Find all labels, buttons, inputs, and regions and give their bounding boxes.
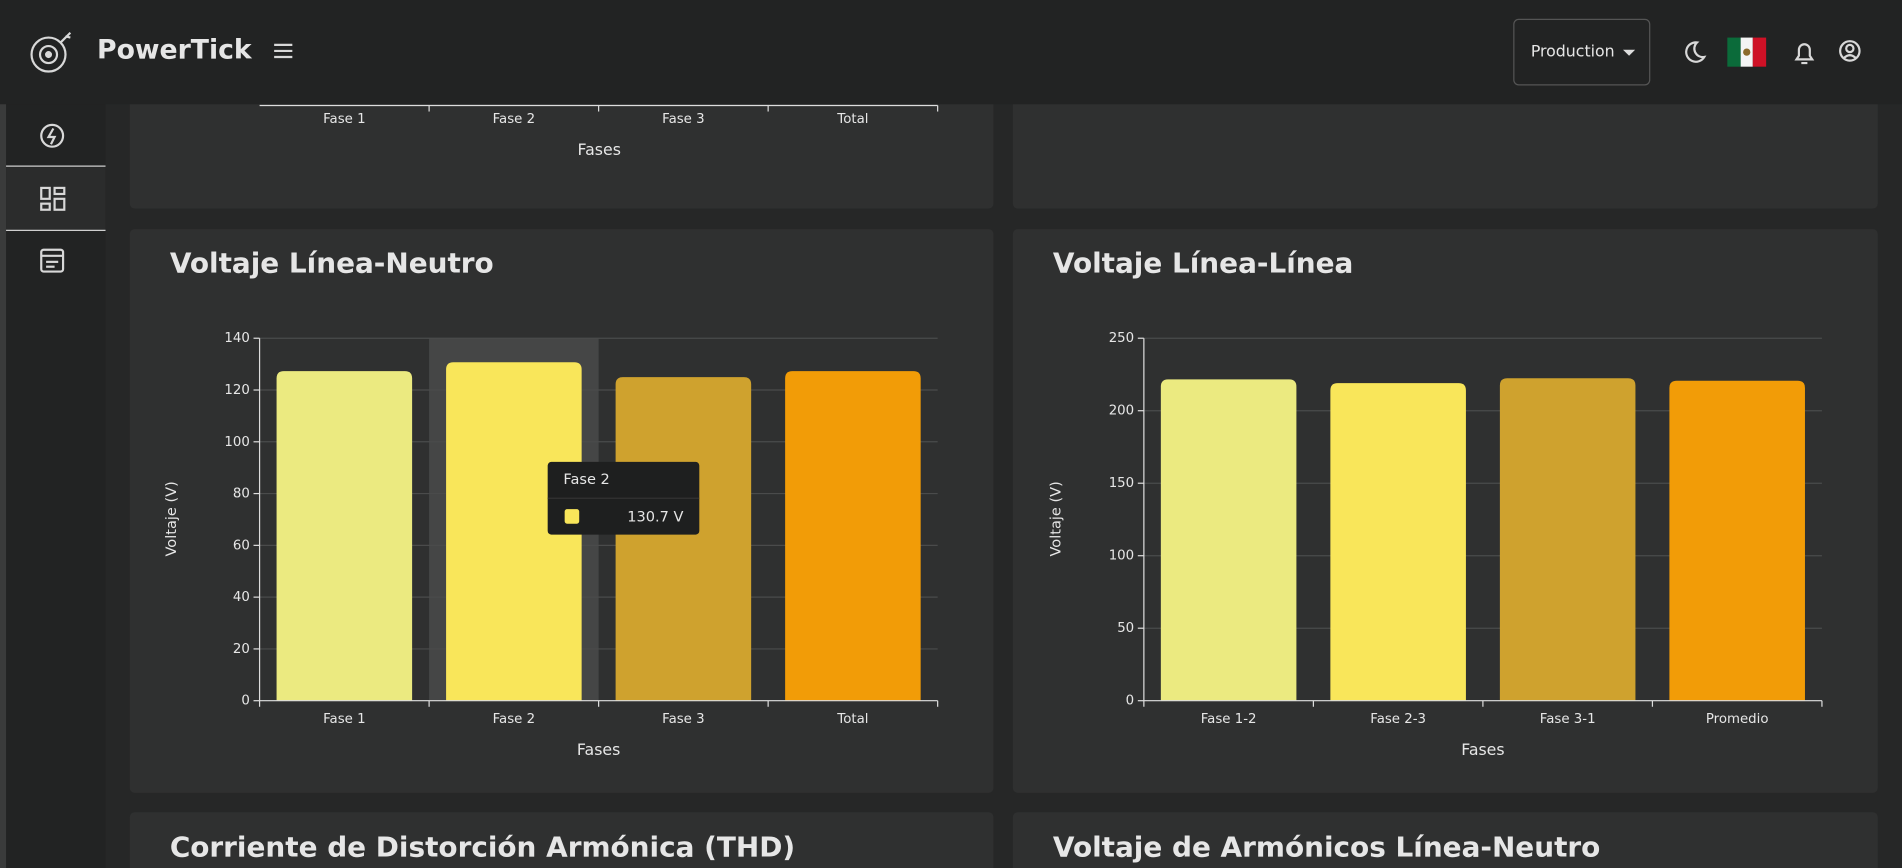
y-axis-label: Voltaje (V) bbox=[163, 481, 180, 556]
y-tick-label: 0 bbox=[1126, 694, 1134, 709]
y-tick-label: 150 bbox=[1109, 476, 1134, 491]
x-axis-label: Fases bbox=[1461, 740, 1504, 759]
charts: Voltaje Línea-Neutro Voltaje (V) Fases 0 20 4… bbox=[163, 246, 1823, 759]
environment-label: Production bbox=[1531, 42, 1615, 61]
y-tick-label: 250 bbox=[1109, 331, 1134, 346]
panel bbox=[1012, 812, 1878, 868]
logo bbox=[30, 31, 72, 73]
nav-calendar[interactable] bbox=[40, 248, 65, 273]
y-tick-label: 200 bbox=[1109, 404, 1134, 419]
x-tick-label: Fase 1 bbox=[323, 112, 365, 127]
environment-select[interactable] bbox=[1513, 18, 1651, 86]
tooltip-title: Fase 2 bbox=[563, 471, 609, 488]
x-tick-label: Total bbox=[836, 112, 868, 127]
chart-title: Voltaje Línea-Línea bbox=[1053, 246, 1353, 279]
y-tick-label: 40 bbox=[233, 590, 250, 605]
x-tick-label: Promedio bbox=[1706, 712, 1769, 727]
tooltip: Fase 2 130.7 V bbox=[547, 461, 700, 535]
x-tick-label: Fase 3 bbox=[662, 112, 704, 127]
menu-button[interactable] bbox=[274, 43, 293, 59]
tooltip-swatch bbox=[564, 509, 580, 524]
y-tick-label: 20 bbox=[233, 642, 250, 657]
nav-power[interactable] bbox=[40, 123, 65, 148]
panel bbox=[129, 812, 994, 868]
x-tick-label: Fase 3 bbox=[662, 712, 704, 727]
bar bbox=[1499, 378, 1636, 701]
y-axis-label: Voltaje (V) bbox=[1048, 481, 1065, 556]
panel-title: Voltaje de Armónicos Línea-Neutro bbox=[1053, 831, 1600, 864]
y-tick-label: 140 bbox=[224, 331, 249, 346]
x-tick-label: Fase 1-2 bbox=[1201, 712, 1257, 727]
bar bbox=[446, 362, 582, 701]
x-tick-label: Fase 1 bbox=[323, 712, 365, 727]
header bbox=[0, 0, 1902, 105]
language-flag[interactable] bbox=[1727, 37, 1767, 67]
y-tick-label: 100 bbox=[1109, 549, 1134, 564]
bar bbox=[1160, 379, 1297, 701]
user-menu[interactable] bbox=[1839, 40, 1861, 62]
nav-dashboard[interactable] bbox=[40, 186, 66, 211]
bar bbox=[1669, 380, 1805, 701]
bar bbox=[1330, 383, 1466, 701]
x-tick-label: Fase 2 bbox=[493, 112, 535, 127]
partial-chart: Fases Fase 1 Fase 2 Fase 3 Total bbox=[259, 104, 939, 159]
brand: PowerTick bbox=[97, 34, 253, 65]
y-tick-label: 50 bbox=[1117, 621, 1134, 636]
frame bbox=[0, 0, 7, 868]
tooltip-value: 130.7 V bbox=[627, 509, 683, 526]
panel bbox=[1012, 72, 1878, 209]
x-axis-label: Fases bbox=[577, 740, 620, 759]
bar bbox=[615, 377, 752, 701]
theme-toggle[interactable] bbox=[1685, 41, 1707, 63]
y-tick-label: 100 bbox=[224, 435, 249, 450]
notifications[interactable] bbox=[1794, 43, 1815, 65]
y-tick-label: 60 bbox=[233, 538, 250, 553]
bar bbox=[785, 371, 921, 701]
x-tick-label: Fase 3-1 bbox=[1540, 712, 1596, 727]
x-tick-label: Fase 2-3 bbox=[1370, 712, 1426, 727]
x-tick-label: Total bbox=[836, 712, 868, 727]
y-tick-label: 0 bbox=[241, 694, 249, 709]
panel bbox=[129, 72, 994, 209]
y-tick-label: 120 bbox=[224, 383, 249, 398]
panel-title: Corriente de Distorción Armónica (THD) bbox=[170, 831, 795, 864]
chart-title: Voltaje Línea-Neutro bbox=[170, 246, 494, 279]
x-axis-label: Fases bbox=[578, 140, 621, 159]
y-tick-label: 80 bbox=[233, 487, 250, 502]
caret bbox=[1623, 49, 1636, 56]
sidebar bbox=[0, 0, 106, 868]
bar bbox=[276, 371, 413, 701]
x-tick-label: Fase 2 bbox=[493, 712, 535, 727]
